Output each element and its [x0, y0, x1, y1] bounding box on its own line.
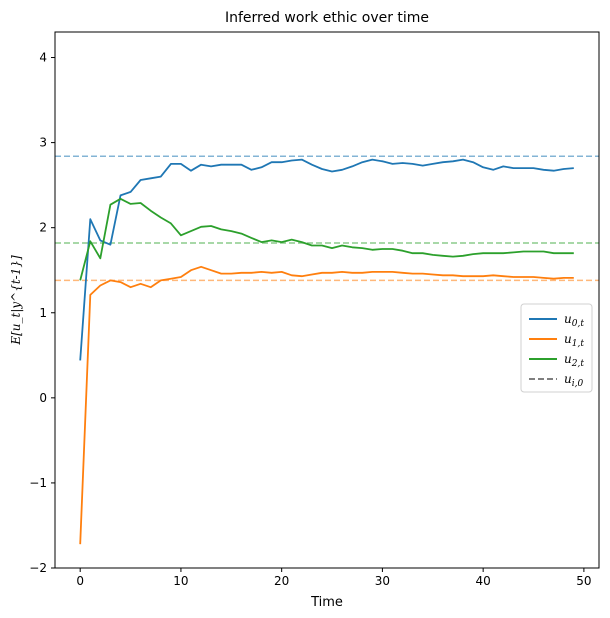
x-tick-label: 20 — [274, 574, 289, 588]
y-tick-label: −1 — [29, 476, 47, 490]
legend: u0,t u1,t u2,t ui,0 — [520, 303, 593, 393]
x-tick-label: 40 — [476, 574, 491, 588]
series-line-2 — [79, 197, 574, 281]
y-tick-label: 4 — [39, 51, 47, 65]
legend-label-1: u1,t — [564, 332, 584, 349]
legend-box — [520, 303, 593, 393]
y-tick-label: 0 — [39, 391, 47, 405]
x-axis-label: Time — [310, 595, 343, 610]
y-tick-label: 2 — [39, 221, 47, 235]
x-axis: 0 10 20 30 40 50 — [76, 568, 592, 588]
legend-label-0: u0,t — [564, 312, 584, 329]
legend-label-3: ui,0 — [564, 372, 583, 389]
y-tick-label: −2 — [29, 561, 47, 575]
x-tick-label: 50 — [576, 574, 591, 588]
reference-lines — [55, 155, 599, 282]
plot-frame — [54, 31, 600, 569]
series-lines — [79, 158, 574, 545]
x-tick-label: 30 — [375, 574, 390, 588]
y-tick-label: 1 — [39, 306, 47, 320]
y-axis-label: E[u_t|y^{t-1}] — [9, 255, 23, 346]
x-tick-label: 0 — [76, 574, 84, 588]
x-tick-label: 10 — [173, 574, 188, 588]
y-axis: −2 −1 0 1 2 3 4 — [29, 51, 55, 575]
series-line-0 — [79, 158, 574, 361]
legend-label-2: u2,t — [564, 352, 584, 369]
chart-title: Inferred work ethic over time — [225, 10, 429, 26]
series-line-1 — [79, 265, 574, 545]
y-tick-label: 3 — [39, 136, 47, 150]
